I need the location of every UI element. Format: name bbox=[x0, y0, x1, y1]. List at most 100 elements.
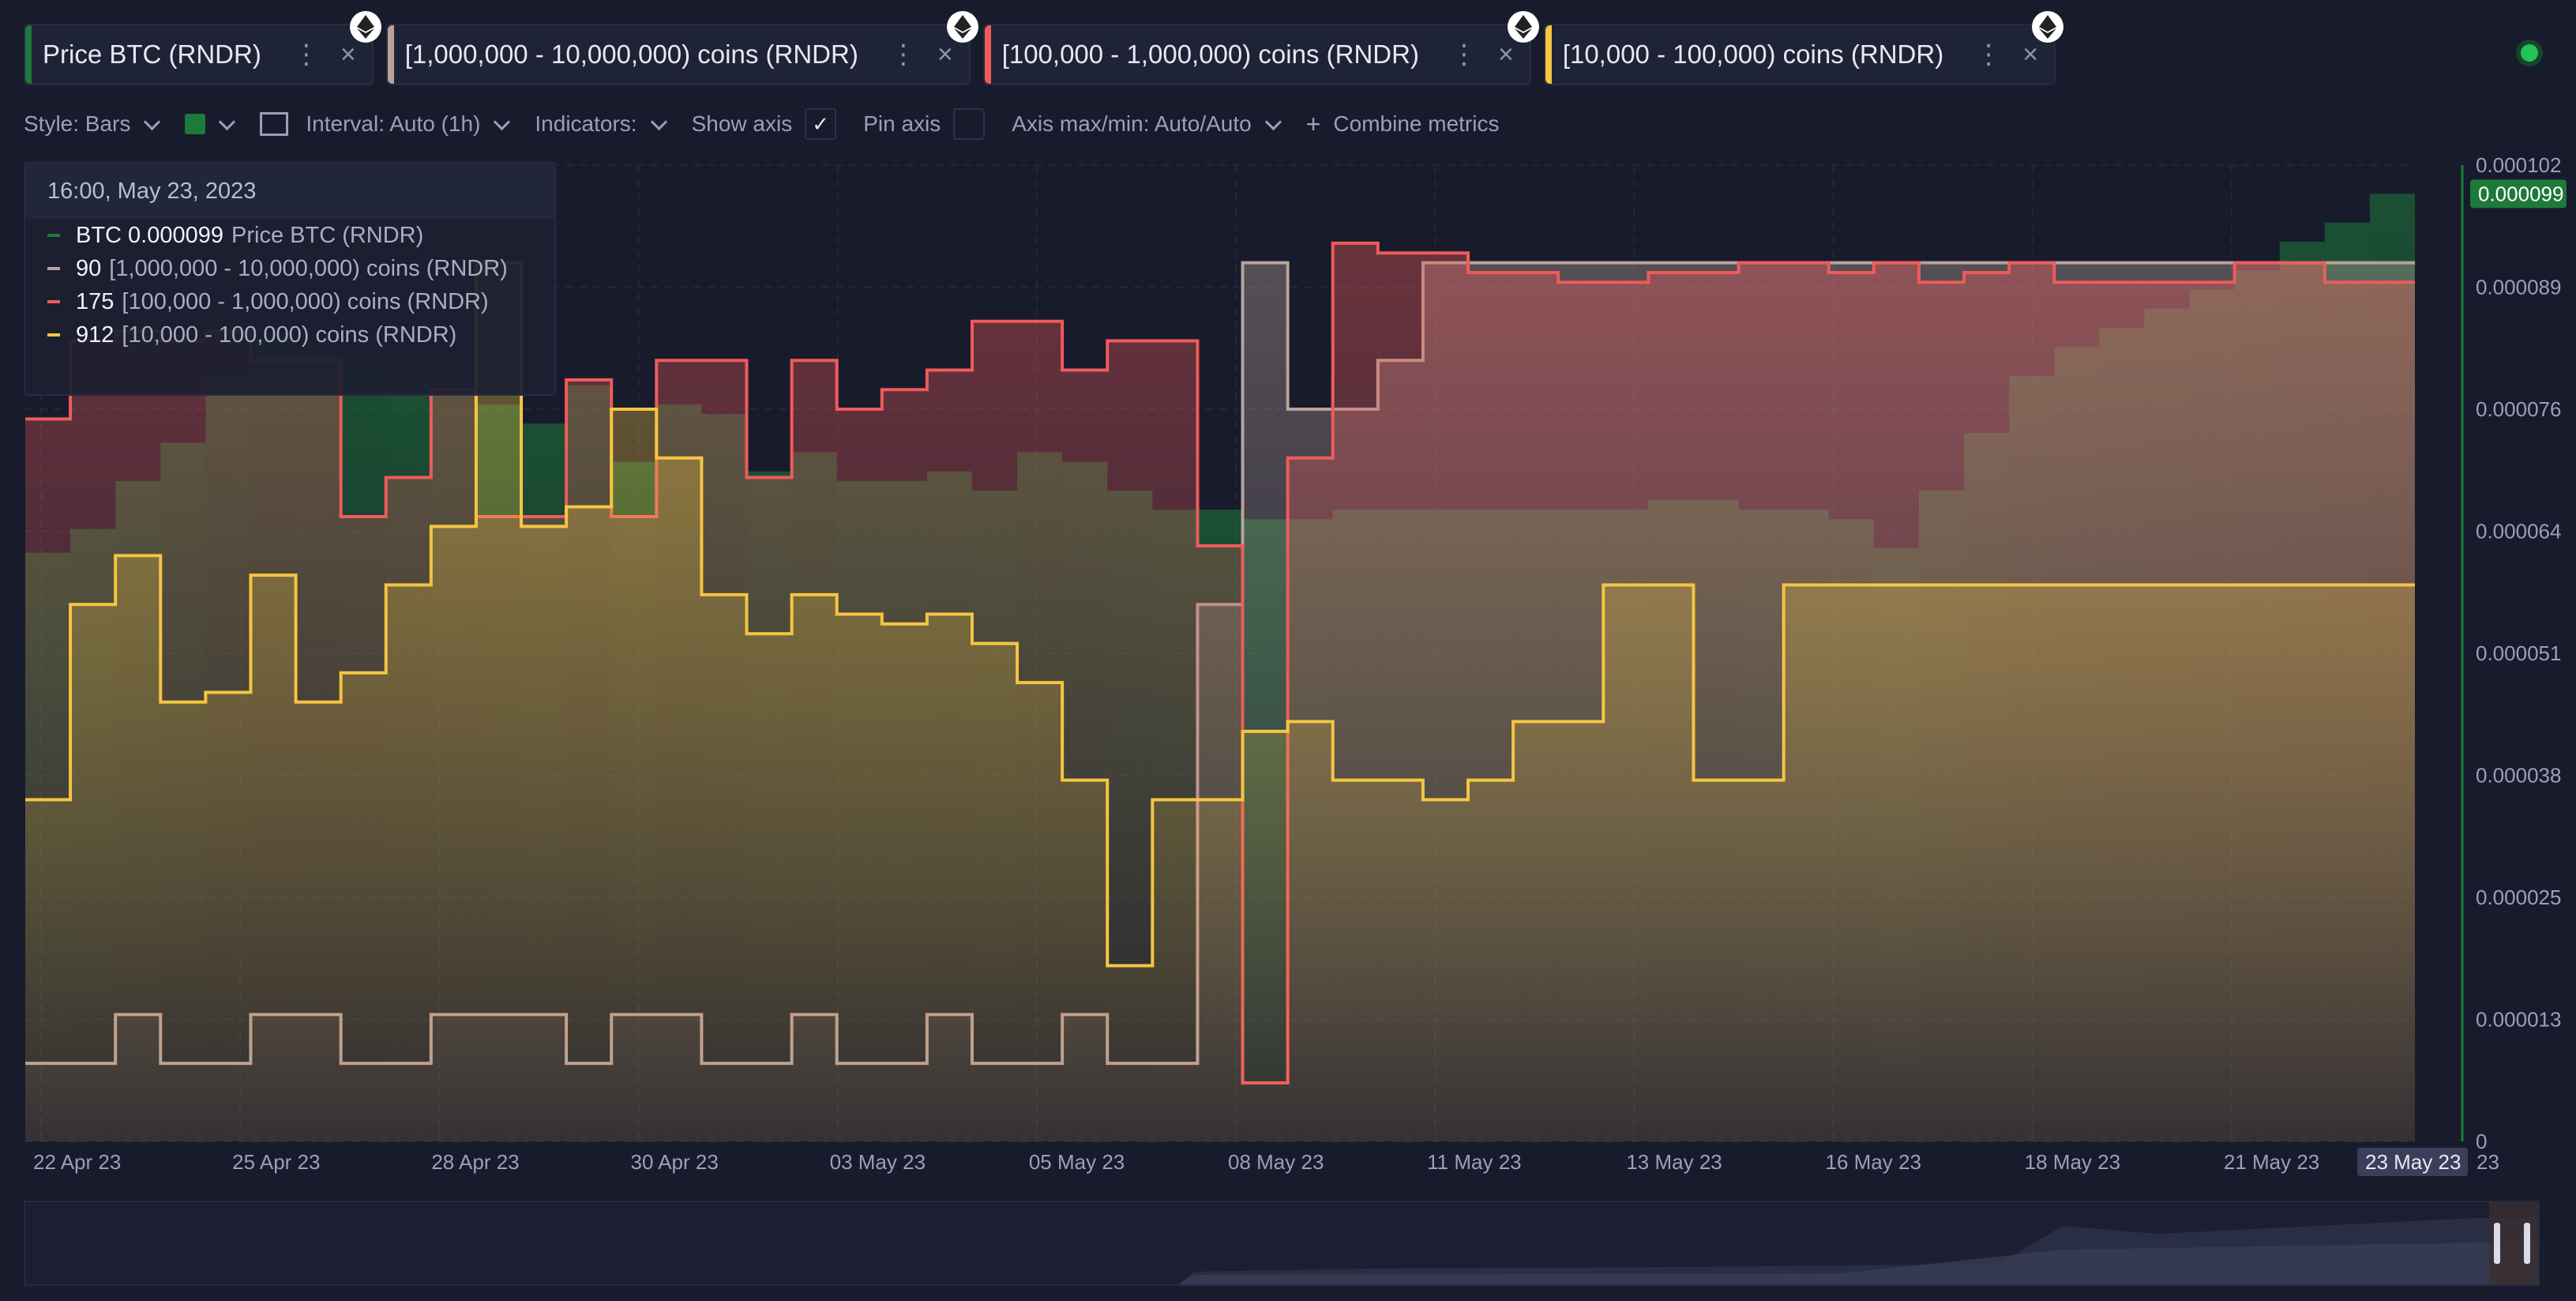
tab-holders-100k-1m[interactable]: [100,000 - 1,000,000) coins (RNDR) ⋮ × bbox=[982, 11, 1539, 85]
chevron-down-icon bbox=[650, 113, 667, 130]
tab-holders-10k-100k[interactable]: [10,000 - 100,000) coins (RNDR) ⋮ × bbox=[1543, 11, 2064, 85]
pin-axis-toggle[interactable]: Pin axis bbox=[863, 108, 986, 140]
tab-label: [100,000 - 1,000,000) coins (RNDR) bbox=[1001, 39, 1419, 69]
x-tick-label: 30 Apr 23 bbox=[631, 1150, 719, 1174]
y-tick-label: 0.000089 bbox=[2476, 276, 2561, 299]
close-icon[interactable]: × bbox=[2022, 39, 2039, 70]
indicators-label: Indicators: bbox=[535, 111, 637, 136]
tab-color-bar bbox=[387, 25, 394, 84]
live-status-dot bbox=[2521, 44, 2538, 62]
tooltip-row: 90 [1,000,000 - 10,000,000) coins (RNDR) bbox=[25, 252, 554, 285]
tooltip-date: 16:00, May 23, 2023 bbox=[25, 164, 554, 219]
x-tick-label: 08 May 23 bbox=[1228, 1150, 1324, 1174]
tooltip-row: 912 [10,000 - 100,000) coins (RNDR) bbox=[25, 318, 554, 352]
metric-tabs: Price BTC (RNDR) ⋮ × [1,000,000 - 10,000… bbox=[24, 11, 2064, 87]
axis-maxmin-label: Axis max/min: Auto/Auto bbox=[1012, 111, 1252, 136]
x-tick-label: 05 May 23 bbox=[1029, 1150, 1125, 1174]
y-tick-label: 0.000013 bbox=[2476, 1008, 2561, 1032]
y-tick-label: 0.000038 bbox=[2476, 764, 2561, 788]
x-tick-label: 11 May 23 bbox=[1427, 1150, 1521, 1174]
tooltip-value: 90 bbox=[76, 255, 102, 281]
show-axis-label: Show axis bbox=[691, 111, 793, 136]
y-tick-label: 0.000076 bbox=[2476, 397, 2561, 421]
pin-axis-label: Pin axis bbox=[863, 111, 941, 136]
current-value-label: 0.000099 bbox=[2478, 182, 2563, 205]
tooltip-row: 175 [100,000 - 1,000,000) coins (RNDR) bbox=[25, 285, 554, 318]
series-swatch bbox=[47, 300, 60, 303]
tooltip-series-name: [1,000,000 - 10,000,000) coins (RNDR) bbox=[109, 255, 508, 281]
chevron-down-icon bbox=[219, 113, 236, 130]
tooltip-series-name: [100,000 - 1,000,000) coins (RNDR) bbox=[122, 288, 489, 314]
interval-label: Interval: Auto (1h) bbox=[306, 111, 481, 136]
close-icon[interactable]: × bbox=[1497, 39, 1514, 70]
tab-color-bar bbox=[1545, 25, 1552, 84]
tab-color-bar bbox=[25, 25, 32, 84]
pin-axis-checkbox[interactable] bbox=[953, 108, 986, 140]
indicators-dropdown[interactable]: Indicators: bbox=[535, 111, 667, 137]
navigator-preview bbox=[1178, 1202, 2538, 1284]
tooltip-series-name: [10,000 - 100,000) coins (RNDR) bbox=[122, 321, 457, 348]
y-tick-label: 0.000025 bbox=[2476, 886, 2561, 909]
y-tick-label: 0 bbox=[2476, 1130, 2487, 1153]
series-area bbox=[25, 262, 2415, 1142]
series-line bbox=[25, 261, 2415, 968]
x-tick-label: 18 May 23 bbox=[2025, 1150, 2120, 1174]
tab-label: Price BTC (RNDR) bbox=[43, 39, 261, 69]
ethereum-icon bbox=[349, 11, 381, 43]
plus-icon: + bbox=[1305, 109, 1321, 138]
tooltip-row: BTC 0.000099 Price BTC (RNDR) bbox=[25, 219, 554, 252]
x-tick-label: 16 May 23 bbox=[1826, 1150, 1921, 1174]
tooltip-value: BTC 0.000099 bbox=[76, 222, 224, 248]
range-navigator[interactable] bbox=[24, 1201, 2540, 1286]
more-icon[interactable]: ⋮ bbox=[1450, 39, 1478, 70]
chart-toolbar: Style: Bars Interval: Auto (1h) Indicato… bbox=[24, 103, 1526, 145]
more-icon[interactable]: ⋮ bbox=[889, 39, 917, 70]
x-tick-label: 13 May 23 bbox=[1626, 1150, 1722, 1174]
tooltip-value: 912 bbox=[76, 321, 115, 348]
show-axis-checkbox[interactable]: ✓ bbox=[805, 108, 837, 140]
combine-metrics-label: Combine metrics bbox=[1333, 111, 1500, 136]
calendar-icon bbox=[260, 112, 289, 136]
series-swatch bbox=[47, 234, 60, 237]
axis-maxmin-dropdown[interactable]: Axis max/min: Auto/Auto bbox=[1012, 111, 1282, 137]
tab-price-btc[interactable]: Price BTC (RNDR) ⋮ × bbox=[24, 11, 381, 85]
series-line bbox=[25, 241, 2415, 1085]
x-cursor-label: 23 May 23 bbox=[2365, 1150, 2461, 1174]
close-icon[interactable]: × bbox=[340, 39, 356, 70]
style-label: Style: Bars bbox=[24, 111, 131, 136]
y-tick-label: 0.000064 bbox=[2476, 520, 2561, 543]
combine-metrics-button[interactable]: + Combine metrics bbox=[1306, 110, 1500, 139]
navigator-handle-right bbox=[2524, 1223, 2530, 1264]
tab-whale-1m-10m[interactable]: [1,000,000 - 10,000,000) coins (RNDR) ⋮ … bbox=[385, 11, 978, 85]
interval-dropdown[interactable]: Interval: Auto (1h) bbox=[260, 111, 511, 137]
close-icon[interactable]: × bbox=[937, 39, 953, 70]
tab-label: [1,000,000 - 10,000,000) coins (RNDR) bbox=[404, 39, 858, 69]
y-tick-label: 0.000051 bbox=[2476, 641, 2561, 665]
chevron-down-icon bbox=[494, 113, 511, 130]
ethereum-icon bbox=[2032, 11, 2064, 43]
show-axis-toggle[interactable]: Show axis ✓ bbox=[692, 108, 837, 140]
tab-color-bar bbox=[984, 25, 991, 84]
ethereum-icon bbox=[946, 11, 978, 43]
x-tick-label: 25 Apr 23 bbox=[232, 1150, 320, 1174]
series-swatch bbox=[47, 333, 60, 337]
navigator-handle-left bbox=[2494, 1223, 2500, 1264]
x-tick-label: 22 Apr 23 bbox=[33, 1150, 121, 1174]
style-dropdown[interactable]: Style: Bars bbox=[24, 111, 161, 137]
chart-area[interactable]: 0.000102 0.000089 0.000076 0.000064 0.000051… bbox=[0, 154, 2576, 1197]
x-cursor-badge bbox=[2357, 1148, 2468, 1176]
chevron-down-icon bbox=[144, 113, 161, 130]
tooltip-value: 175 bbox=[76, 288, 115, 314]
series-swatch bbox=[47, 267, 60, 270]
more-icon[interactable]: ⋮ bbox=[292, 39, 320, 70]
color-picker[interactable] bbox=[185, 113, 236, 134]
more-icon[interactable]: ⋮ bbox=[1975, 39, 2003, 70]
color-swatch bbox=[185, 114, 206, 134]
current-value-badge bbox=[2470, 179, 2567, 209]
tab-label: [10,000 - 100,000) coins (RNDR) bbox=[1562, 39, 1944, 69]
tooltip-series-name: Price BTC (RNDR) bbox=[231, 222, 424, 248]
x-cursor-suffix: 23 bbox=[2476, 1150, 2499, 1174]
chart-tooltip: 16:00, May 23, 2023 BTC 0.000099 Price BT… bbox=[24, 162, 556, 396]
x-tick-label: 03 May 23 bbox=[830, 1150, 926, 1174]
x-tick-label: 21 May 23 bbox=[2224, 1150, 2319, 1174]
